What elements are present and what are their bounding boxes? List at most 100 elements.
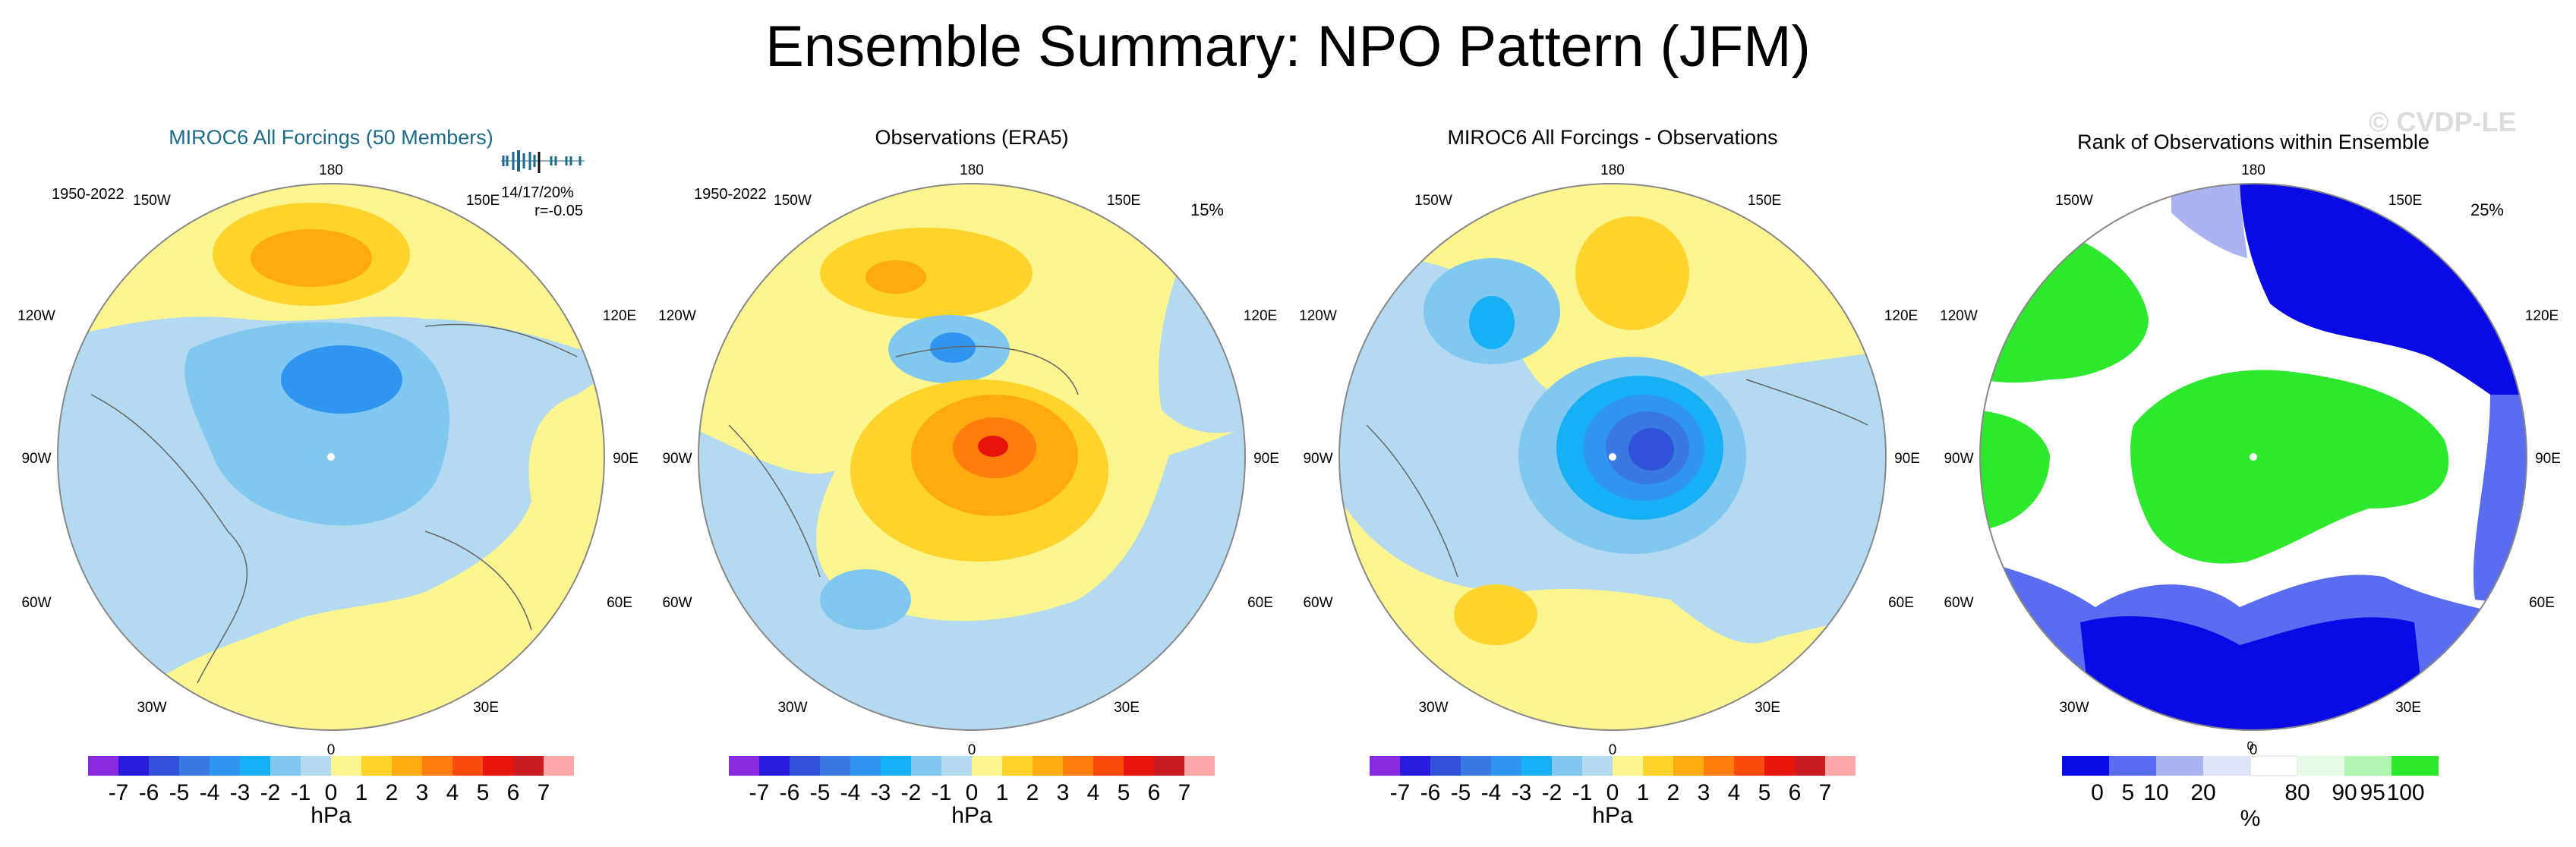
colorbar-swatch	[820, 756, 850, 776]
panel-title: Rank of Observations within Ensemble	[2077, 131, 2429, 153]
colorbar-tick: 5	[1118, 780, 1130, 805]
colorbar-swatch	[270, 756, 301, 776]
lon-label-ul2: 120W	[17, 308, 55, 324]
colorbar-tick: 100	[2387, 780, 2425, 805]
lon-label-left: 90W	[1303, 451, 1332, 467]
colorbar-swatch	[790, 756, 820, 776]
colorbar-swatch	[1552, 756, 1582, 776]
colorbar-unit: %	[2240, 806, 2261, 831]
colorbar-tick: -7	[109, 780, 129, 805]
colorbar-unit: hPa	[1592, 803, 1633, 828]
colorbar-swatch	[513, 756, 544, 776]
lon-label-ur1: 150E	[1107, 193, 1140, 209]
colorbar-swatch	[1673, 756, 1704, 776]
colorbar-swatch	[210, 756, 240, 776]
lon-label-ll2: 30W	[2059, 700, 2089, 716]
colorbar-tick: 6	[1789, 780, 1802, 805]
colorbar-swatch	[1063, 756, 1093, 776]
colorbar-tick: -7	[1390, 780, 1411, 805]
colorbar-swatch	[881, 756, 911, 776]
colorbar-swatch	[1093, 756, 1124, 776]
colorbar-swatch	[149, 756, 179, 776]
colorbar-swatch	[1430, 756, 1461, 776]
colorbar-tick: 2	[386, 780, 399, 805]
colorbar-tick: 3	[1698, 780, 1711, 805]
lon-label-right: 90E	[2535, 451, 2561, 467]
lon-label-right: 90E	[1253, 451, 1279, 467]
colorbar-tick: 2	[1667, 780, 1680, 805]
lon-label-top: 180	[319, 162, 343, 178]
colorbar-tick: -2	[901, 780, 922, 805]
colorbar-swatch	[422, 756, 452, 776]
colorbar-tick: 5	[2121, 780, 2134, 805]
colorbar-swatch	[1764, 756, 1795, 776]
lon-label-ur2: 120E	[2525, 308, 2559, 324]
lon-label-ll2: 30W	[777, 700, 807, 716]
colorbar-swatch	[2203, 756, 2250, 776]
lon-label-ul1: 150W	[774, 193, 812, 209]
panel-stat-1: 14/17/20%	[501, 184, 574, 201]
map	[58, 184, 604, 730]
colorbar-swatch	[1154, 756, 1184, 776]
panel-2: Observations (ERA5) 1950-2022 15%	[694, 126, 1246, 731]
colorbar-swatch	[240, 756, 270, 776]
colorbar: -7 -6 -5 -4 -3 -2 -1 0 1 2 3 4 5 6 7 hPa	[1370, 756, 1856, 828]
colorbar-tick: 2	[1026, 780, 1039, 805]
colorbar-tick: 80	[2284, 780, 2310, 805]
panel-3: MIROC6 All Forcings - Observations	[1338, 126, 1887, 731]
colorbar-swatch	[392, 756, 422, 776]
colorbar-tick: 20	[2190, 780, 2215, 805]
lon-label-left: 90W	[1944, 451, 1973, 467]
colorbar-swatch	[301, 756, 331, 776]
colorbar-tick: -1	[932, 780, 952, 805]
lon-label-ll2: 30W	[137, 700, 166, 716]
colorbar-tick: -3	[230, 780, 251, 805]
panel-stat-1: 15%	[1190, 200, 1224, 219]
colorbar-swatch	[941, 756, 972, 776]
member-tick-strip	[501, 150, 585, 173]
colorbar-swatch	[2156, 756, 2203, 776]
colorbar-tick: 7	[1178, 780, 1191, 805]
colorbar-swatch	[1400, 756, 1430, 776]
colorbar-tick: 0	[2091, 780, 2104, 805]
colorbar-unit: hPa	[951, 803, 992, 828]
colorbar-tick: -3	[1512, 780, 1532, 805]
colorbar-tick: -6	[139, 780, 159, 805]
lon-label-ur2: 120E	[1884, 308, 1918, 324]
colorbar-swatch	[2250, 755, 2298, 776]
colorbar-tick: 3	[416, 780, 429, 805]
panel-1: MIROC6 All Forcings (50 Members) 1950-20…	[52, 126, 605, 731]
lon-label-ur1: 150E	[1748, 193, 1781, 209]
lon-label-top: 180	[1600, 162, 1625, 178]
lon-label-right: 90E	[1894, 451, 1920, 467]
panel-title: MIROC6 All Forcings - Observations	[1447, 126, 1777, 149]
lon-label-top: 180	[2241, 162, 2265, 178]
panel-stat-2: r=-0.05	[534, 203, 583, 219]
colorbar-swatch	[1033, 756, 1063, 776]
lon-label-ur1: 150E	[2388, 193, 2422, 209]
colorbar-swatch	[1124, 756, 1154, 776]
lon-label-lr2: 30E	[473, 700, 499, 716]
colorbar-tick: 0	[966, 780, 979, 805]
colorbar-swatch	[88, 756, 118, 776]
lon-label-ur2: 120E	[603, 308, 636, 324]
colorbar-tick: -5	[1451, 780, 1471, 805]
colorbar-tick: 90	[2332, 780, 2357, 805]
colorbar-tick: 4	[1728, 780, 1741, 805]
map	[1339, 184, 1886, 730]
colorbar-swatch	[544, 756, 574, 776]
lon-label-bottom: 0	[2250, 742, 2258, 758]
colorbar-swatch	[1795, 756, 1825, 776]
colorbar-tick: -1	[1572, 780, 1593, 805]
colorbar-swatch	[1582, 756, 1613, 776]
colorbar-tick: -5	[810, 780, 831, 805]
panel-period: 1950-2022	[694, 186, 767, 203]
colorbar-swatch	[1184, 756, 1215, 776]
lon-label-ur1: 150E	[466, 193, 500, 209]
lon-label-bottom: 0	[968, 742, 976, 758]
panel-title: Observations (ERA5)	[875, 126, 1068, 149]
lon-label-right: 90E	[613, 451, 638, 467]
